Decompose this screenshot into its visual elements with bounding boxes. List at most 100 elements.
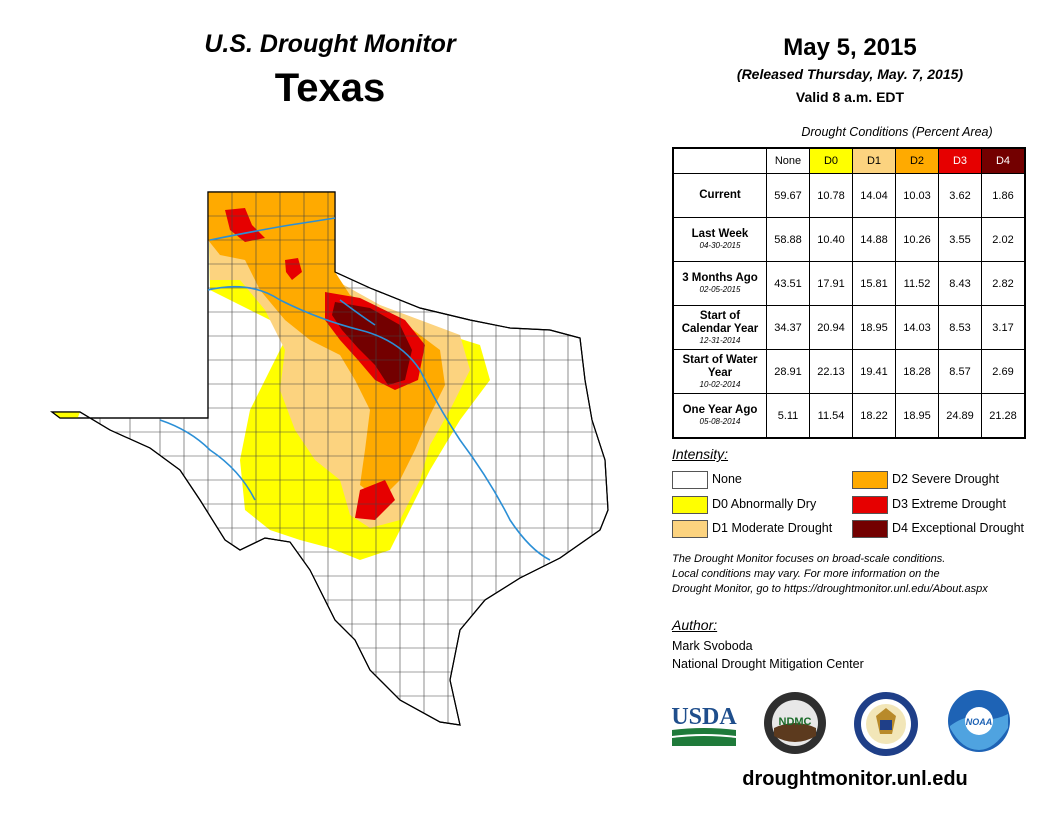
author-label: Author: bbox=[672, 617, 718, 633]
table-cell: 14.03 bbox=[895, 305, 939, 350]
legend-swatch bbox=[852, 470, 888, 489]
row-label: Start of Water Year 10-02-2014 bbox=[672, 349, 767, 394]
column-header-d0: D0 bbox=[809, 147, 853, 174]
row-date: 02-05-2015 bbox=[699, 285, 741, 294]
column-header-d2: D2 bbox=[895, 147, 939, 174]
table-cell: 59.67 bbox=[766, 173, 810, 218]
legend-item-d4: D4 Exceptional Drought bbox=[852, 519, 1025, 538]
table-row: Start of Calendar Year 12-31-2014 34.37 2… bbox=[672, 305, 1026, 350]
map-date: May 5, 2015 bbox=[783, 34, 917, 61]
ndmc-logo-text: NDMC bbox=[779, 716, 812, 728]
table-cell: 18.22 bbox=[852, 393, 896, 439]
table-cell: 14.04 bbox=[852, 173, 896, 218]
row-date: 10-02-2014 bbox=[699, 379, 741, 389]
table-cell: 14.88 bbox=[852, 217, 896, 262]
table-cell: 11.52 bbox=[895, 261, 939, 306]
table-cell: 8.53 bbox=[938, 305, 982, 350]
texas-drought-map bbox=[50, 191, 609, 726]
table-cell: 15.81 bbox=[852, 261, 896, 306]
table-row: Current 59.67 10.78 14.04 10.03 3.62 1.8… bbox=[672, 173, 1026, 218]
valid-time: Valid 8 a.m. EDT bbox=[795, 89, 905, 105]
row-label: Last Week 04-30-2015 bbox=[672, 217, 767, 262]
texas-border bbox=[50, 191, 609, 726]
conditions-caption: Drought Conditions (Percent Area) bbox=[801, 125, 993, 139]
legend-label: D0 Abnormally Dry bbox=[712, 497, 817, 511]
table-cell: 19.41 bbox=[852, 349, 896, 394]
legend-swatch bbox=[672, 470, 708, 489]
note-line: The Drought Monitor focuses on broad-sca… bbox=[672, 553, 946, 565]
table-cell: 2.82 bbox=[981, 261, 1026, 306]
note-line: Drought Monitor, go to https://droughtmo… bbox=[672, 583, 988, 595]
table-corner bbox=[673, 148, 767, 174]
table-header-row: None D0 D1 D2 D3 D4 bbox=[673, 147, 1026, 174]
legend-item-d3: D3 Extreme Drought bbox=[852, 495, 1006, 514]
drought-conditions-table: None D0 D1 D2 D3 D4 Current 59.67 10.78 … bbox=[672, 147, 1026, 439]
noaa-logo: NOAA bbox=[948, 690, 1010, 752]
table-cell: 34.37 bbox=[766, 305, 810, 350]
table-cell: 11.54 bbox=[809, 393, 853, 439]
table-cell: 22.13 bbox=[809, 349, 853, 394]
table-cell: 43.51 bbox=[766, 261, 810, 306]
row-label: Start of Calendar Year 12-31-2014 bbox=[672, 305, 767, 350]
row-date: 05-08-2014 bbox=[699, 417, 741, 426]
table-cell: 20.94 bbox=[809, 305, 853, 350]
disclaimer-note: The Drought Monitor focuses on broad-sca… bbox=[672, 552, 1042, 597]
table-cell: 3.55 bbox=[938, 217, 982, 262]
column-header-none: None bbox=[766, 147, 810, 174]
brazos-river bbox=[207, 285, 551, 561]
table-cell: 18.95 bbox=[852, 305, 896, 350]
map-subtitle: U.S. Drought Monitor bbox=[204, 30, 456, 58]
legend-title: Intensity: bbox=[672, 446, 729, 462]
legend-label: D2 Severe Drought bbox=[892, 472, 1000, 486]
legend-label: D1 Moderate Drought bbox=[712, 521, 833, 535]
row-label: 3 Months Ago 02-05-2015 bbox=[672, 261, 767, 306]
legend-item-d1: D1 Moderate Drought bbox=[672, 519, 833, 538]
table-cell: 5.11 bbox=[766, 393, 810, 439]
d3-region-panhandle bbox=[225, 208, 265, 242]
author-name: Mark Svoboda bbox=[672, 639, 753, 653]
note-line: Local conditions may vary. For more info… bbox=[672, 568, 940, 580]
legend-label: D4 Exceptional Drought bbox=[892, 521, 1025, 535]
legend-label: D3 Extreme Drought bbox=[892, 497, 1006, 511]
table-cell: 10.03 bbox=[895, 173, 939, 218]
release-date: (Released Thursday, May. 7, 2015) bbox=[736, 66, 964, 82]
row-label: Current bbox=[672, 173, 767, 218]
table-cell: 28.91 bbox=[766, 349, 810, 394]
column-header-d1: D1 bbox=[852, 147, 896, 174]
d2-region bbox=[208, 192, 445, 500]
legend-swatch bbox=[672, 519, 708, 538]
legend-swatch bbox=[852, 519, 888, 538]
legend-swatch bbox=[852, 495, 888, 514]
table-cell: 8.43 bbox=[938, 261, 982, 306]
table-row: Last Week 04-30-2015 58.88 10.40 14.88 10… bbox=[672, 217, 1026, 262]
table-row: Start of Water Year 10-02-2014 28.91 22.1… bbox=[672, 349, 1026, 394]
table-cell: 3.62 bbox=[938, 173, 982, 218]
column-header-d3: D3 bbox=[938, 147, 982, 174]
table-cell: 10.26 bbox=[895, 217, 939, 262]
table-row: 3 Months Ago 02-05-2015 43.51 17.91 15.81… bbox=[672, 261, 1026, 306]
table-row: One Year Ago 05-08-2014 5.11 11.54 18.22 … bbox=[672, 393, 1026, 439]
table-cell: 17.91 bbox=[809, 261, 853, 306]
usda-logo-text: USDA bbox=[671, 704, 737, 730]
legend-swatch bbox=[672, 495, 708, 514]
table-cell: 21.28 bbox=[981, 393, 1026, 439]
table-cell: 10.40 bbox=[809, 217, 853, 262]
usda-logo: USDA bbox=[671, 704, 737, 746]
table-cell: 3.17 bbox=[981, 305, 1026, 350]
d3-region-panhandle-2 bbox=[285, 258, 302, 280]
state-title: Texas bbox=[274, 66, 386, 110]
column-header-d4: D4 bbox=[981, 147, 1026, 174]
legend-item-none: None bbox=[672, 470, 742, 489]
legend-item-d0: D0 Abnormally Dry bbox=[672, 495, 817, 514]
table-cell: 2.69 bbox=[981, 349, 1026, 394]
table-cell: 1.86 bbox=[981, 173, 1026, 218]
rivers bbox=[159, 217, 551, 561]
website-link[interactable]: droughtmonitor.unl.edu bbox=[742, 768, 968, 790]
rio-grande-west bbox=[159, 419, 256, 501]
red-river bbox=[339, 299, 376, 326]
table-cell: 18.95 bbox=[895, 393, 939, 439]
row-label: One Year Ago 05-08-2014 bbox=[672, 393, 767, 439]
table-cell: 2.02 bbox=[981, 217, 1026, 262]
canadian-river bbox=[209, 217, 336, 241]
table-cell: 58.88 bbox=[766, 217, 810, 262]
